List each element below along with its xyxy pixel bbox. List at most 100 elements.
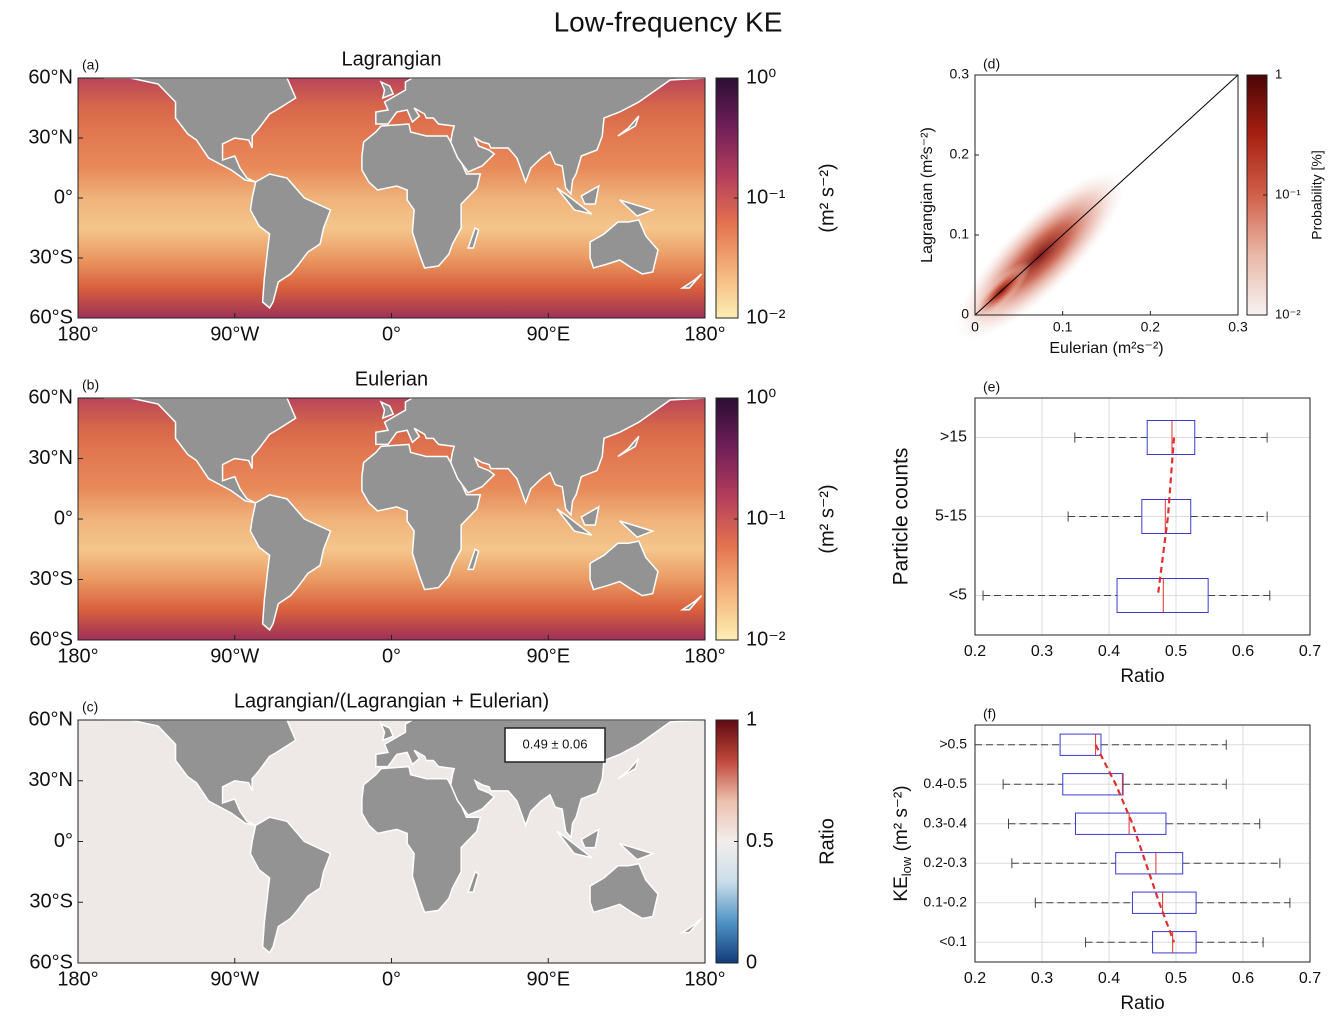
land bbox=[619, 520, 656, 539]
x-tick-label: 0.3 bbox=[1031, 643, 1053, 660]
colorbar-label: (m² s⁻²) bbox=[816, 163, 838, 232]
colorbar-tick-label: 10⁰ bbox=[746, 66, 776, 88]
x-tick-label: 0.7 bbox=[1299, 643, 1321, 660]
x-tick-label: 0.4 bbox=[1098, 970, 1120, 987]
colorbar-tick-label: 10⁻¹ bbox=[1275, 186, 1301, 201]
y-axis-label-unit: (m² s⁻²) bbox=[891, 785, 912, 856]
land bbox=[104, 720, 297, 827]
panel-label: (c) bbox=[82, 699, 98, 715]
land bbox=[589, 540, 659, 597]
panel-label: (e) bbox=[983, 379, 1000, 395]
map-area bbox=[78, 78, 705, 318]
panel-label: (b) bbox=[82, 377, 99, 393]
x-tick-label: 90°W bbox=[210, 645, 259, 667]
land bbox=[580, 827, 600, 849]
land bbox=[249, 494, 332, 632]
plot-frame bbox=[974, 74, 1239, 316]
land bbox=[361, 443, 482, 591]
mean-line bbox=[1094, 744, 1176, 943]
colorbar-tick-label: 10⁻² bbox=[746, 628, 786, 650]
colorbar-tick-label: 0.5 bbox=[746, 830, 774, 852]
x-axis-label: Ratio bbox=[1120, 993, 1164, 1014]
land bbox=[379, 722, 395, 742]
y-tick-label: 30°S bbox=[29, 891, 73, 913]
x-tick-label: 0.3 bbox=[1228, 319, 1248, 335]
land bbox=[580, 184, 600, 205]
land bbox=[617, 435, 640, 458]
annotation: 0.49 ± 0.06 bbox=[523, 736, 588, 751]
land bbox=[580, 505, 600, 526]
land bbox=[589, 219, 659, 275]
x-tick-label: 90°W bbox=[210, 968, 259, 990]
y-tick-label: 0° bbox=[54, 186, 73, 208]
land bbox=[467, 548, 480, 571]
y-tick-label: 60°N bbox=[28, 386, 73, 408]
x-axis-label: Eulerian (m²s⁻²) bbox=[1049, 340, 1163, 357]
y-tick-label: 0.3 bbox=[950, 66, 970, 82]
y-tick-label: <0.1 bbox=[939, 933, 967, 949]
plot-frame bbox=[974, 397, 1311, 636]
colorbar-label: Ratio bbox=[816, 818, 838, 865]
land bbox=[379, 400, 395, 420]
y-tick-label: 60°S bbox=[29, 306, 73, 328]
land bbox=[467, 870, 480, 893]
colorbar-tick-label: 10⁰ bbox=[746, 386, 776, 408]
land bbox=[467, 226, 480, 249]
land bbox=[617, 757, 640, 780]
x-tick-label: 180° bbox=[684, 968, 725, 990]
y-tick-label: 30°N bbox=[28, 126, 73, 148]
box bbox=[1141, 499, 1192, 534]
x-tick-label: 180° bbox=[57, 968, 98, 990]
x-tick-label: 180° bbox=[684, 645, 725, 667]
x-tick-label: 0 bbox=[971, 319, 979, 335]
x-tick-label: 0.1 bbox=[1053, 319, 1073, 335]
y-tick-label: 60°N bbox=[28, 708, 73, 730]
x-tick-label: 0.5 bbox=[1165, 643, 1187, 660]
land bbox=[361, 765, 482, 914]
x-tick-label: 0.7 bbox=[1299, 970, 1321, 987]
y-tick-label: 0° bbox=[54, 507, 73, 529]
colorbar-tick-label: 0 bbox=[746, 951, 757, 973]
figure-title: Low-frequency KE bbox=[554, 6, 783, 37]
y-axis-label: Particle counts bbox=[890, 448, 913, 586]
y-tick-label: >15 bbox=[940, 429, 967, 446]
x-tick-label: 90°W bbox=[210, 323, 259, 345]
panel-title: Lagrangian bbox=[341, 48, 441, 70]
y-axis-label: KElow (m² s⁻²) bbox=[891, 785, 914, 901]
panel-title: Eulerian bbox=[355, 368, 428, 390]
x-tick-label: 0° bbox=[382, 968, 401, 990]
x-tick-label: 180° bbox=[684, 323, 725, 345]
x-tick-label: 180° bbox=[57, 645, 98, 667]
x-tick-label: 0° bbox=[382, 323, 401, 345]
y-tick-label: 30°S bbox=[29, 246, 73, 268]
colorbar-label: Probability [%] bbox=[1309, 150, 1325, 239]
panel-label: (f) bbox=[983, 706, 996, 722]
x-tick-label: 0.4 bbox=[1098, 643, 1120, 660]
land bbox=[589, 862, 659, 920]
box bbox=[1062, 773, 1124, 796]
colorbar-tick-label: 1 bbox=[746, 708, 757, 730]
colorbar-tick-label: 10⁻¹ bbox=[746, 507, 786, 529]
land bbox=[375, 398, 705, 517]
x-tick-label: 0.2 bbox=[964, 970, 986, 987]
y-tick-label: <5 bbox=[949, 587, 967, 604]
land bbox=[556, 830, 593, 859]
y-tick-label: 60°S bbox=[29, 951, 73, 973]
y-tick-label: 5-15 bbox=[935, 508, 967, 525]
land bbox=[617, 115, 640, 137]
annotation-box bbox=[504, 727, 606, 763]
x-tick-label: 90°E bbox=[526, 645, 570, 667]
colorbar-tick-label: 10⁻¹ bbox=[746, 186, 786, 208]
land bbox=[679, 917, 703, 934]
x-axis-label: Ratio bbox=[1120, 666, 1164, 687]
box bbox=[1146, 420, 1196, 455]
panel-title: Lagrangian/(Lagrangian + Eulerian) bbox=[234, 690, 549, 712]
land bbox=[361, 123, 482, 269]
x-tick-label: 0° bbox=[382, 645, 401, 667]
map-area bbox=[78, 398, 705, 640]
colorbar-tick-label: 10⁻² bbox=[746, 306, 786, 328]
y-axis-label: Lagrangian (m²s⁻²) bbox=[919, 127, 936, 263]
land bbox=[556, 187, 593, 215]
mean-line bbox=[1156, 437, 1176, 596]
land bbox=[379, 80, 395, 100]
